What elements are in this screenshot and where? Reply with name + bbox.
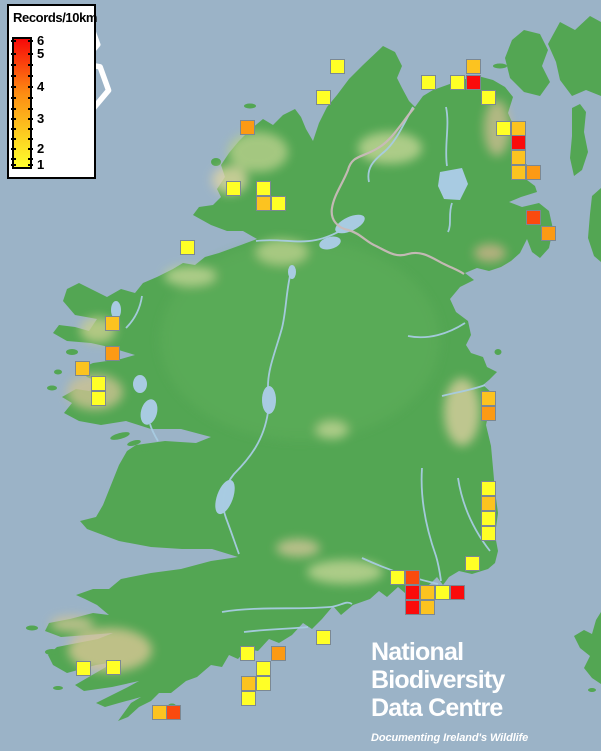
offshore-islands (26, 63, 507, 714)
legend-tick-label: 6 (37, 33, 45, 48)
grid-square[interactable] (481, 391, 496, 406)
grid-square[interactable] (481, 511, 496, 526)
legend-tick-label: 4 (37, 79, 45, 94)
grid-square[interactable] (152, 705, 167, 720)
grid-square[interactable] (75, 361, 90, 376)
ni-border (330, 107, 465, 275)
legend-tick (28, 158, 33, 160)
grid-square[interactable] (271, 196, 286, 211)
grid-square[interactable] (106, 660, 121, 675)
legend-tick (11, 108, 16, 110)
grid-square[interactable] (511, 165, 526, 180)
grid-square[interactable] (481, 406, 496, 421)
legend-tick-label: 5 (37, 46, 45, 61)
grid-square[interactable] (166, 705, 181, 720)
grid-square[interactable] (420, 585, 435, 600)
grid-square[interactable] (541, 226, 556, 241)
legend-tick (28, 97, 33, 99)
legend-tick (11, 138, 16, 140)
grid-square[interactable] (526, 165, 541, 180)
grid-square[interactable] (105, 346, 120, 361)
grid-square[interactable] (241, 676, 256, 691)
lakes (111, 168, 468, 515)
grid-square[interactable] (405, 600, 420, 615)
grid-square[interactable] (511, 150, 526, 165)
grid-square[interactable] (511, 121, 526, 136)
rivers (125, 106, 491, 633)
grid-square[interactable] (526, 210, 541, 225)
grid-square[interactable] (316, 90, 331, 105)
grid-square[interactable] (511, 135, 526, 150)
grid-square[interactable] (256, 181, 271, 196)
legend-tick (28, 75, 33, 77)
grid-square[interactable] (76, 661, 91, 676)
grid-square[interactable] (405, 585, 420, 600)
legend-tick (11, 64, 16, 66)
grid-square[interactable] (271, 646, 286, 661)
legend-tick (28, 53, 33, 55)
scotland-coast (505, 16, 601, 262)
grid-square[interactable] (241, 691, 256, 706)
grid-square[interactable] (405, 570, 420, 585)
grid-square[interactable] (466, 59, 481, 74)
grid-square[interactable] (240, 646, 255, 661)
grid-square[interactable] (420, 600, 435, 615)
legend-tick (28, 118, 33, 120)
grid-square[interactable] (481, 481, 496, 496)
lough-neagh (438, 168, 468, 200)
grid-square[interactable] (105, 316, 120, 331)
legend-tick (11, 86, 16, 88)
grid-square[interactable] (496, 121, 511, 136)
legend-tick (28, 86, 33, 88)
legend-tick (28, 138, 33, 140)
grid-square[interactable] (330, 59, 345, 74)
grid-square[interactable] (481, 496, 496, 511)
grid-square[interactable] (91, 391, 106, 406)
grid-square[interactable] (91, 376, 106, 391)
legend-tick-label: 2 (37, 141, 45, 156)
grid-square[interactable] (256, 676, 271, 691)
legend-tick (11, 118, 16, 120)
grid-square[interactable] (256, 196, 271, 211)
legend-tick (11, 97, 16, 99)
legend-tick (11, 40, 16, 42)
grid-square[interactable] (316, 630, 331, 645)
legend-tick (28, 108, 33, 110)
grid-square[interactable] (421, 75, 436, 90)
legend-tick (11, 128, 16, 130)
legend-tick (28, 64, 33, 66)
grid-square[interactable] (450, 75, 465, 90)
legend-tick (11, 75, 16, 77)
terrain-relief (50, 100, 510, 672)
grid-square[interactable] (390, 570, 405, 585)
grid-square[interactable] (256, 661, 271, 676)
grid-square[interactable] (180, 240, 195, 255)
legend-title: Records/10km (13, 10, 98, 25)
grid-square[interactable] (481, 90, 496, 105)
grid-square[interactable] (435, 585, 450, 600)
legend-tick-label: 3 (37, 111, 45, 126)
wales-coast (574, 612, 601, 692)
legend-tick (11, 148, 16, 150)
grid-square[interactable] (240, 120, 255, 135)
grid-square[interactable] (226, 181, 241, 196)
legend-tick (11, 53, 16, 55)
legend-tick (28, 128, 33, 130)
grid-square[interactable] (481, 526, 496, 541)
legend-tick (11, 164, 16, 166)
legend-tick (28, 40, 33, 42)
grid-square[interactable] (465, 556, 480, 571)
grid-square[interactable] (466, 75, 481, 90)
legend-tick (28, 148, 33, 150)
legend-tick (11, 158, 16, 160)
legend-tick (28, 164, 33, 166)
legend-tick-label: 1 (37, 157, 45, 172)
grid-square[interactable] (450, 585, 465, 600)
